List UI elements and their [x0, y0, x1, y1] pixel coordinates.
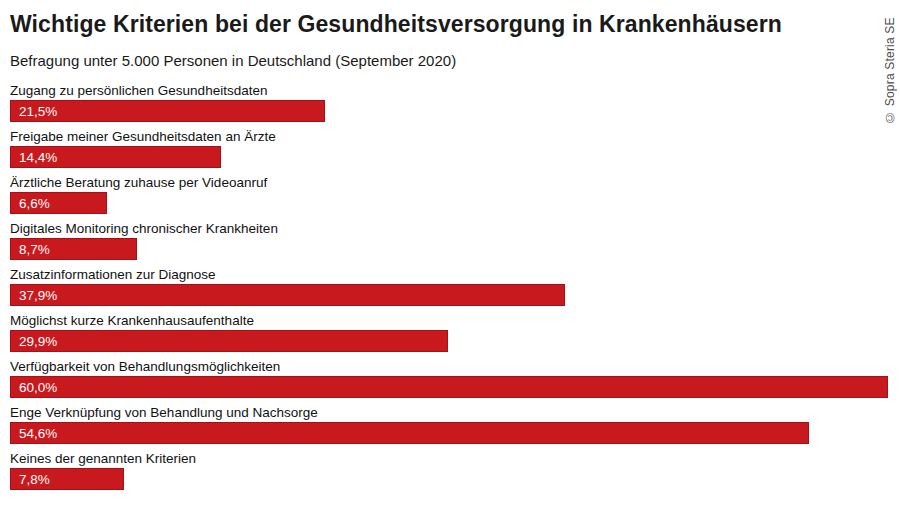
- bar-category-label: Freigabe meiner Gesundheitsdaten an Ärzt…: [10, 127, 888, 146]
- bar: 37,9%: [10, 284, 565, 306]
- bar-category-label: Verfügbarkeit von Behandlungsmöglichkeit…: [10, 357, 888, 376]
- bar: 60,0%: [10, 376, 888, 398]
- chart-title: Wichtige Kriterien bei der Gesundheitsve…: [10, 10, 888, 39]
- bar-category-label: Ärztliche Beratung zuhause per Videoanru…: [10, 173, 888, 192]
- bar-value-label: 14,4%: [11, 150, 57, 165]
- bar: 7,8%: [10, 468, 124, 490]
- bar-row: Zugang zu persönlichen Gesundheitsdaten 2…: [10, 81, 888, 122]
- bar-row: Ärztliche Beratung zuhause per Videoanru…: [10, 173, 888, 214]
- bar-value-label: 37,9%: [11, 288, 57, 303]
- bar-value-label: 8,7%: [11, 242, 50, 257]
- bar-row: Möglichst kurze Krankenhausaufenthalte 29…: [10, 311, 888, 352]
- bar: 14,4%: [10, 146, 221, 168]
- bar-category-label: Zusatzinformationen zur Diagnose: [10, 265, 888, 284]
- bar-value-label: 7,8%: [11, 472, 50, 487]
- bar-category-label: Möglichst kurze Krankenhausaufenthalte: [10, 311, 888, 330]
- bar-value-label: 6,6%: [11, 196, 50, 211]
- bar-category-label: Digitales Monitoring chronischer Krankhe…: [10, 219, 888, 238]
- bar-chart: Zugang zu persönlichen Gesundheitsdaten 2…: [10, 81, 888, 490]
- bar-row: Keines der genannten Kriterien 7,8%: [10, 449, 888, 490]
- bar: 29,9%: [10, 330, 448, 352]
- bar-row: Zusatzinformationen zur Diagnose 37,9%: [10, 265, 888, 306]
- bar-category-label: Zugang zu persönlichen Gesundheitsdaten: [10, 81, 888, 100]
- copyright-credit: © Sopra Steria SE: [883, 8, 897, 124]
- bar: 8,7%: [10, 238, 137, 260]
- chart-container: Wichtige Kriterien bei der Gesundheitsve…: [10, 10, 888, 495]
- bar: 6,6%: [10, 192, 107, 214]
- bar-category-label: Enge Verknüpfung von Behandlung und Nach…: [10, 403, 888, 422]
- bar-row: Verfügbarkeit von Behandlungsmöglichkeit…: [10, 357, 888, 398]
- bar-value-label: 54,6%: [11, 426, 57, 441]
- bar-value-label: 29,9%: [11, 334, 57, 349]
- bar: 21,5%: [10, 100, 325, 122]
- bar-row: Freigabe meiner Gesundheitsdaten an Ärzt…: [10, 127, 888, 168]
- bar-row: Enge Verknüpfung von Behandlung und Nach…: [10, 403, 888, 444]
- chart-subtitle: Befragung unter 5.000 Personen in Deutsc…: [10, 52, 888, 70]
- bar-row: Digitales Monitoring chronischer Krankhe…: [10, 219, 888, 260]
- bar-value-label: 60,0%: [11, 380, 57, 395]
- bar: 54,6%: [10, 422, 809, 444]
- bar-value-label: 21,5%: [11, 104, 57, 119]
- bar-category-label: Keines der genannten Kriterien: [10, 449, 888, 468]
